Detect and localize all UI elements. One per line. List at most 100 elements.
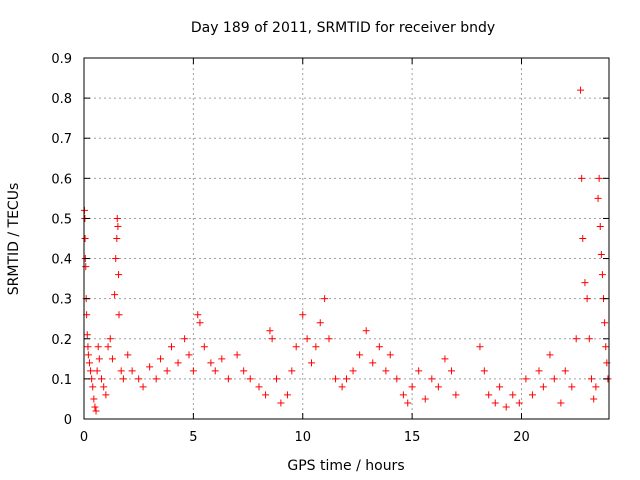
data-point [115, 311, 123, 319]
data-point [595, 174, 603, 182]
data-point [602, 343, 610, 351]
data-point [583, 295, 591, 303]
data-point [577, 86, 585, 94]
data-point [224, 375, 232, 383]
y-tick-label: 0.2 [51, 333, 72, 348]
x-tick-label: 0 [80, 430, 88, 445]
data-point [189, 367, 197, 375]
data-point [369, 359, 377, 367]
y-tick-label: 0.4 [51, 253, 72, 268]
data-point [115, 271, 123, 279]
data-point [114, 222, 122, 230]
y-tick-label: 0.9 [51, 52, 72, 67]
data-point [585, 335, 593, 343]
data-point [338, 383, 346, 391]
data-point [386, 351, 394, 359]
data-point [268, 335, 276, 343]
data-point [100, 383, 108, 391]
data-point [434, 383, 442, 391]
data-point [316, 319, 324, 327]
data-point [85, 359, 93, 367]
data-point [480, 367, 488, 375]
data-point [448, 367, 455, 375]
data-point [196, 319, 204, 327]
data-point [102, 391, 110, 399]
data-point [207, 359, 215, 367]
data-point [321, 295, 329, 303]
x-tick-label: 10 [294, 430, 311, 445]
data-point [509, 391, 517, 399]
y-tick-label: 0.6 [51, 172, 72, 187]
x-tick-label: 20 [513, 430, 530, 445]
data-point [594, 194, 602, 202]
data-point [128, 367, 136, 375]
data-point [590, 395, 598, 403]
data-point [92, 407, 100, 415]
data-point [421, 395, 429, 403]
y-tick-label: 0.8 [51, 92, 72, 107]
data-point [90, 395, 98, 403]
data-point [119, 375, 127, 383]
data-point [113, 235, 121, 242]
x-tick-label: 15 [404, 430, 421, 445]
data-point [312, 343, 320, 351]
y-tick-label: 0 [64, 413, 72, 428]
data-point [283, 391, 291, 399]
data-point [349, 367, 357, 375]
data-point [89, 383, 97, 391]
data-point [578, 174, 586, 182]
data-point [194, 311, 202, 319]
data-point [515, 399, 523, 407]
data-point [113, 214, 121, 222]
data-point [246, 375, 254, 383]
data-point [399, 391, 407, 399]
data-point [535, 367, 543, 375]
data-point [415, 367, 423, 375]
data-point [106, 335, 114, 343]
data-point [546, 351, 554, 359]
data-point [181, 335, 189, 343]
data-point [550, 375, 558, 383]
data-point [408, 383, 416, 391]
data-point [185, 351, 193, 359]
data-point [277, 399, 285, 407]
data-point [98, 375, 105, 383]
y-tick-label: 0.7 [51, 132, 72, 147]
data-point [218, 355, 226, 363]
data-point [104, 343, 112, 351]
data-point [561, 367, 569, 375]
data-point [84, 343, 92, 351]
data-point [82, 263, 90, 271]
data-point [240, 367, 248, 375]
data-point [111, 291, 119, 299]
data-point [87, 367, 95, 375]
data-point [255, 383, 263, 391]
data-point [157, 355, 165, 363]
data-point [452, 391, 460, 399]
data-point [502, 403, 510, 411]
data-point [124, 351, 132, 359]
data-point [174, 359, 182, 367]
data-point [528, 391, 536, 399]
y-tick-label: 0.3 [51, 293, 72, 308]
data-point [393, 375, 401, 383]
data-point [579, 235, 587, 242]
data-point [522, 375, 530, 383]
data-point [299, 311, 307, 319]
y-axis-label: SRMTID / TECUs [6, 183, 22, 296]
x-tick-label: 5 [189, 430, 197, 445]
data-point [496, 383, 504, 391]
y-tick-label: 0.1 [51, 373, 72, 388]
data-point [362, 327, 370, 335]
data-point [112, 255, 120, 263]
data-point [375, 343, 383, 351]
data-point [146, 363, 154, 371]
data-point [94, 343, 102, 351]
data-point [84, 351, 92, 359]
data-point [83, 331, 91, 339]
data-point [557, 399, 565, 407]
data-point [581, 279, 589, 287]
data-point [273, 375, 280, 383]
data-point [441, 355, 449, 363]
data-point [539, 383, 547, 391]
